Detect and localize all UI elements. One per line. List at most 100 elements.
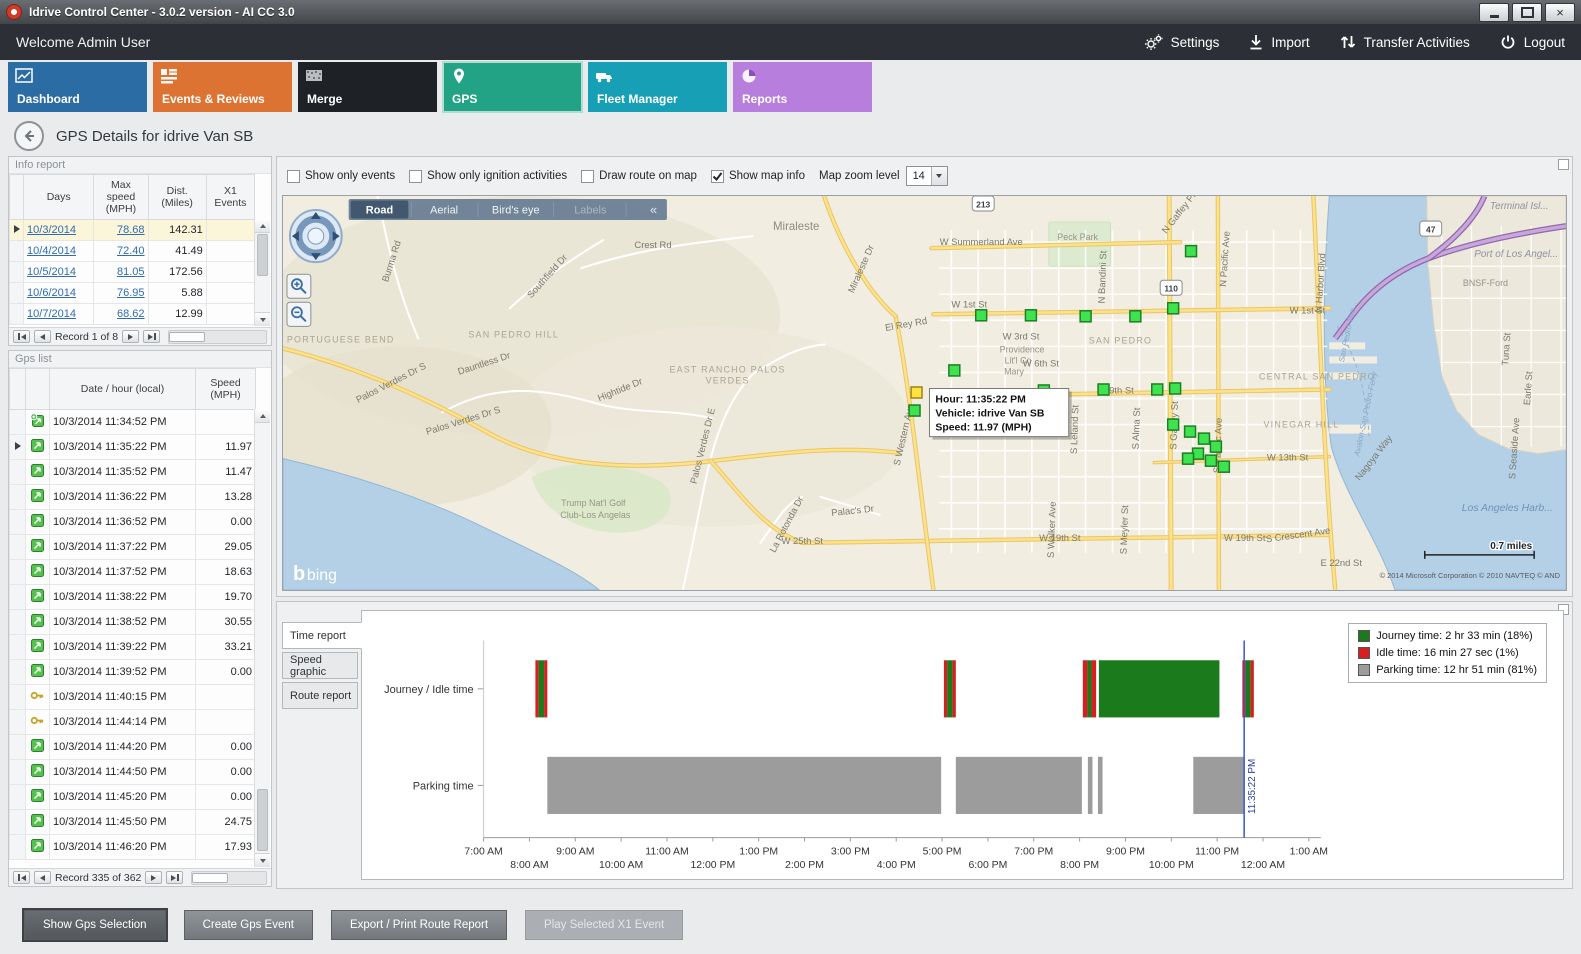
scroll-up-icon[interactable] — [255, 219, 270, 233]
cell-days[interactable]: 10/6/2014 — [23, 282, 95, 304]
days-link[interactable]: 10/5/2014 — [27, 266, 76, 278]
gps-row[interactable]: 10/3/2014 11:39:22 PM 33.21 — [9, 634, 256, 660]
map-zoom-out-button[interactable] — [286, 301, 312, 327]
info-row[interactable]: 10/6/2014 76.95 5.88 — [8, 282, 256, 304]
unchecked-checkbox-icon[interactable] — [581, 169, 595, 183]
cell-max-speed[interactable]: 78.68 — [93, 219, 149, 241]
chart-tab-speed-graphic[interactable]: Speed graphic — [282, 652, 358, 679]
cell-max-speed[interactable]: 81.05 — [93, 261, 149, 283]
close-button[interactable]: × — [1545, 2, 1575, 22]
column-header[interactable]: Max speed (MPH) — [93, 174, 149, 220]
selected-gps-marker[interactable] — [910, 386, 923, 399]
tab-tile-merge[interactable]: Merge — [298, 62, 437, 112]
map-view-tab[interactable]: Labels — [574, 205, 607, 217]
menu-item-logout[interactable]: Logout — [1500, 34, 1565, 50]
max-speed-link[interactable]: 78.68 — [117, 224, 145, 236]
gps-row[interactable]: 10/3/2014 11:45:20 PM 0.00 — [9, 784, 256, 810]
scroll-up-icon[interactable] — [255, 409, 270, 423]
first-record-button[interactable] — [13, 330, 30, 343]
map[interactable]: Burma Rd Southfield Dr Crest Rd Miraleste Mi… — [282, 195, 1567, 591]
column-header[interactable]: Speed (MPH) — [195, 368, 256, 410]
gps-row[interactable]: 10/3/2014 11:35:22 PM 11.97 — [9, 434, 256, 460]
map-compass-control[interactable] — [288, 209, 343, 264]
gps-row[interactable]: 10/3/2014 11:39:52 PM 0.00 — [9, 659, 256, 685]
max-speed-link[interactable]: 72.40 — [117, 245, 145, 257]
days-link[interactable]: 10/7/2014 — [27, 308, 76, 320]
gps-row[interactable]: 10/3/2014 11:46:20 PM 17.93 — [9, 834, 256, 860]
map-zoom-dropdown[interactable]: 14 — [905, 166, 948, 186]
tab-tile-fleet[interactable]: Fleet Manager — [588, 62, 727, 112]
create-gps-event-button[interactable]: Create Gps Event — [183, 910, 313, 940]
gps-marker[interactable] — [1168, 382, 1182, 395]
gps-row[interactable]: 10/3/2014 11:37:22 PM 29.05 — [9, 534, 256, 560]
back-button[interactable] — [14, 121, 44, 151]
gps-row[interactable]: 10/3/2014 11:44:50 PM 0.00 — [9, 759, 256, 785]
days-link[interactable]: 10/6/2014 — [27, 287, 76, 299]
info-row[interactable]: 10/3/2014 78.68 142.31 — [8, 219, 256, 241]
next-record-button[interactable] — [122, 330, 140, 343]
info-row[interactable]: 10/4/2014 72.40 41.49 — [8, 240, 256, 262]
checkbox-show-only-ignition-activities[interactable]: Show only ignition activities — [409, 169, 567, 183]
first-record-button[interactable] — [13, 871, 30, 884]
info-vertical-scrollbar[interactable] — [254, 219, 270, 326]
info-row[interactable]: 10/5/2014 81.05 172.56 — [8, 261, 256, 283]
checkbox-show-map-info[interactable]: Show map info — [710, 169, 805, 183]
gps-row[interactable]: 10/3/2014 11:36:52 PM 0.00 — [9, 509, 256, 535]
map-view-tabs[interactable]: Road Aerial Bird's eye Labels « — [348, 199, 667, 221]
map-view-tab[interactable]: Aerial — [430, 205, 458, 217]
column-header[interactable]: Dist. (Miles) — [147, 174, 207, 220]
map-maximize-icon[interactable] — [1558, 159, 1569, 170]
cell-days[interactable]: 10/7/2014 — [23, 303, 95, 325]
cell-max-speed[interactable]: 72.40 — [93, 240, 149, 262]
days-link[interactable]: 10/3/2014 — [27, 224, 76, 236]
gps-marker[interactable] — [1181, 452, 1195, 465]
tab-tile-events[interactable]: Events & Reviews — [153, 62, 292, 112]
gps-marker[interactable] — [1197, 432, 1211, 445]
cell-days[interactable]: 10/4/2014 — [23, 240, 95, 262]
maximize-button[interactable] — [1512, 2, 1542, 22]
gps-vertical-scrollbar[interactable] — [254, 409, 270, 867]
show-gps-selection-button[interactable]: Show Gps Selection — [24, 910, 166, 940]
map-tabs-collapse-icon[interactable]: « — [650, 202, 657, 217]
gps-row[interactable]: 10/3/2014 11:36:22 PM 13.28 — [9, 484, 256, 510]
gps-marker[interactable] — [1166, 302, 1180, 315]
gps-marker[interactable] — [1209, 440, 1223, 453]
tab-tile-reports[interactable]: Reports — [733, 62, 872, 112]
menu-item-import[interactable]: Import — [1249, 34, 1310, 50]
cell-max-speed[interactable]: 76.95 — [93, 282, 149, 304]
column-header[interactable]: Days — [23, 174, 95, 220]
tab-tile-gps[interactable]: GPS — [442, 61, 583, 113]
gps-row[interactable]: 10/3/2014 11:38:22 PM 19.70 — [9, 584, 256, 610]
previous-record-button[interactable] — [34, 330, 51, 343]
horizontal-scrollbar[interactable] — [168, 329, 267, 344]
gps-row[interactable]: 10/3/2014 11:38:52 PM 30.55 — [9, 609, 256, 635]
gps-marker[interactable] — [1024, 309, 1038, 322]
gps-marker[interactable] — [908, 404, 921, 417]
menu-item-settings[interactable]: Settings — [1144, 33, 1219, 51]
last-record-button[interactable] — [143, 330, 161, 343]
gps-marker[interactable] — [974, 309, 988, 322]
gps-marker[interactable] — [948, 364, 961, 377]
gps-row[interactable]: 10/3/2014 11:35:52 PM 11.47 — [9, 459, 256, 485]
export-print-route-report-button[interactable]: Export / Print Route Report — [330, 910, 508, 940]
gps-marker[interactable] — [1097, 383, 1110, 396]
gps-row[interactable]: 10/3/2014 11:34:52 PM — [9, 409, 256, 435]
max-speed-link[interactable]: 76.95 — [117, 287, 145, 299]
gps-marker[interactable] — [1166, 418, 1180, 431]
scroll-down-icon[interactable] — [255, 312, 270, 326]
checkbox-draw-route-on-map[interactable]: Draw route on map — [581, 169, 697, 183]
days-link[interactable]: 10/4/2014 — [27, 245, 76, 257]
gps-marker[interactable] — [1183, 425, 1197, 438]
info-row[interactable]: 10/7/2014 68.62 12.99 — [8, 303, 256, 325]
cell-days[interactable]: 10/5/2014 — [23, 261, 95, 283]
gps-row[interactable]: 10/3/2014 11:40:15 PM — [9, 684, 256, 710]
previous-record-button[interactable] — [34, 871, 51, 884]
minimize-button[interactable] — [1479, 2, 1509, 22]
checkbox-show-only-events[interactable]: Show only events — [287, 169, 395, 183]
gps-marker[interactable] — [1184, 244, 1198, 258]
gps-row[interactable]: 10/3/2014 11:45:50 PM 24.75 — [9, 809, 256, 835]
cell-max-speed[interactable]: 68.62 — [93, 303, 149, 325]
gps-marker[interactable] — [1217, 460, 1231, 473]
cell-days[interactable]: 10/3/2014 — [23, 219, 95, 241]
gps-marker[interactable] — [1151, 383, 1164, 396]
